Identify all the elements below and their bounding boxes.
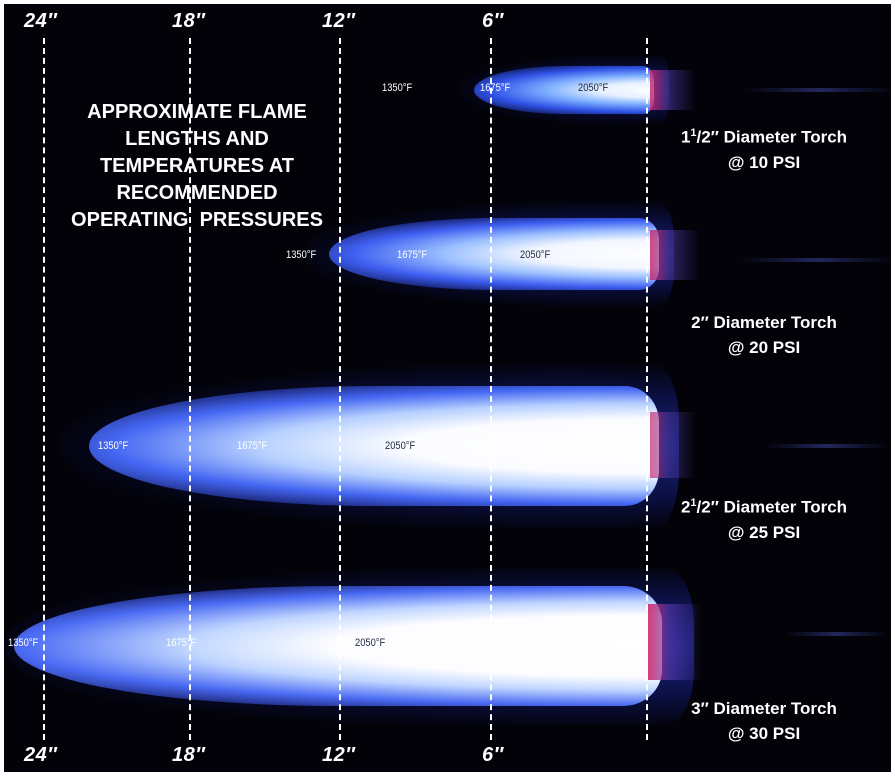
torch-pressure-4: @ 30 PSI	[664, 721, 864, 746]
temp-flame3-2050: 2050°F	[385, 440, 415, 452]
temp-flame2-1350: 1350°F	[286, 249, 316, 261]
exhaust-streak-1	[744, 88, 891, 92]
temp-flame2-1675: 1675°F	[397, 249, 427, 261]
torch-size-2: 2″ Diameter Torch	[664, 310, 864, 335]
ruler-top-12: 12″	[322, 10, 355, 33]
temp-flame4-1675: 1675°F	[166, 637, 196, 649]
nozzle-4	[648, 604, 702, 680]
ruler-top-18: 18″	[172, 10, 205, 33]
nozzle-2	[650, 230, 700, 280]
ruler-top-24: 24″	[24, 10, 57, 33]
temp-flame3-1350: 1350°F	[98, 440, 128, 452]
ruler-bottom-18: 18″	[172, 744, 205, 767]
ruler-top-6: 6″	[482, 10, 504, 33]
torch-label-3: 21/2″ Diameter Torch @ 25 PSI	[664, 491, 864, 545]
temp-flame4-2050: 2050°F	[355, 637, 385, 649]
flame-body-4	[14, 586, 662, 706]
torch-pressure-1: @ 10 PSI	[664, 150, 864, 175]
torch-pressure-3: @ 25 PSI	[664, 520, 864, 545]
ruler-bottom-6: 6″	[482, 744, 504, 767]
exhaust-streak-2	[739, 258, 891, 262]
temp-flame1-2050: 2050°F	[578, 82, 608, 94]
temp-flame1-1350: 1350°F	[382, 82, 412, 94]
title-line-5: OPERATING PRESSURES	[42, 207, 352, 234]
torch-size-1: 11/2″ Diameter Torch	[664, 121, 864, 150]
title-line-1: APPROXIMATE FLAME	[42, 99, 352, 126]
exhaust-streak-3	[764, 444, 889, 448]
flame-chart-panel: 24″ 18″ 12″ 6″ 24″ 18″ 12″ 6″ APPROXIMAT…	[4, 4, 891, 772]
title-line-2: LENGTHS AND	[42, 126, 352, 153]
title-line-4: RECOMMENDED	[42, 180, 352, 207]
title-line-3: TEMPERATURES AT	[42, 153, 352, 180]
temp-flame2-2050: 2050°F	[520, 249, 550, 261]
torch-label-4: 3″ Diameter Torch @ 30 PSI	[664, 696, 864, 746]
temp-flame3-1675: 1675°F	[237, 440, 267, 452]
nozzle-3	[650, 412, 696, 478]
temp-flame1-1675: 1675°F	[480, 82, 510, 94]
temp-flame4-1350: 1350°F	[8, 637, 38, 649]
torch-size-4: 3″ Diameter Torch	[664, 696, 864, 721]
torch-label-1: 11/2″ Diameter Torch @ 10 PSI	[664, 121, 864, 175]
ruler-bottom-12: 12″	[322, 744, 355, 767]
torch-label-2: 2″ Diameter Torch @ 20 PSI	[664, 310, 864, 360]
torch-size-3: 21/2″ Diameter Torch	[664, 491, 864, 520]
flame-body-2	[329, 218, 659, 290]
ruler-line-0	[646, 38, 648, 740]
torch-pressure-2: @ 20 PSI	[664, 335, 864, 360]
flame-body-3	[89, 386, 659, 506]
ruler-line-6	[490, 38, 492, 740]
nozzle-1	[650, 70, 696, 110]
exhaust-streak-4	[784, 632, 889, 636]
ruler-bottom-24: 24″	[24, 744, 57, 767]
chart-title: APPROXIMATE FLAME LENGTHS AND TEMPERATUR…	[42, 99, 352, 234]
